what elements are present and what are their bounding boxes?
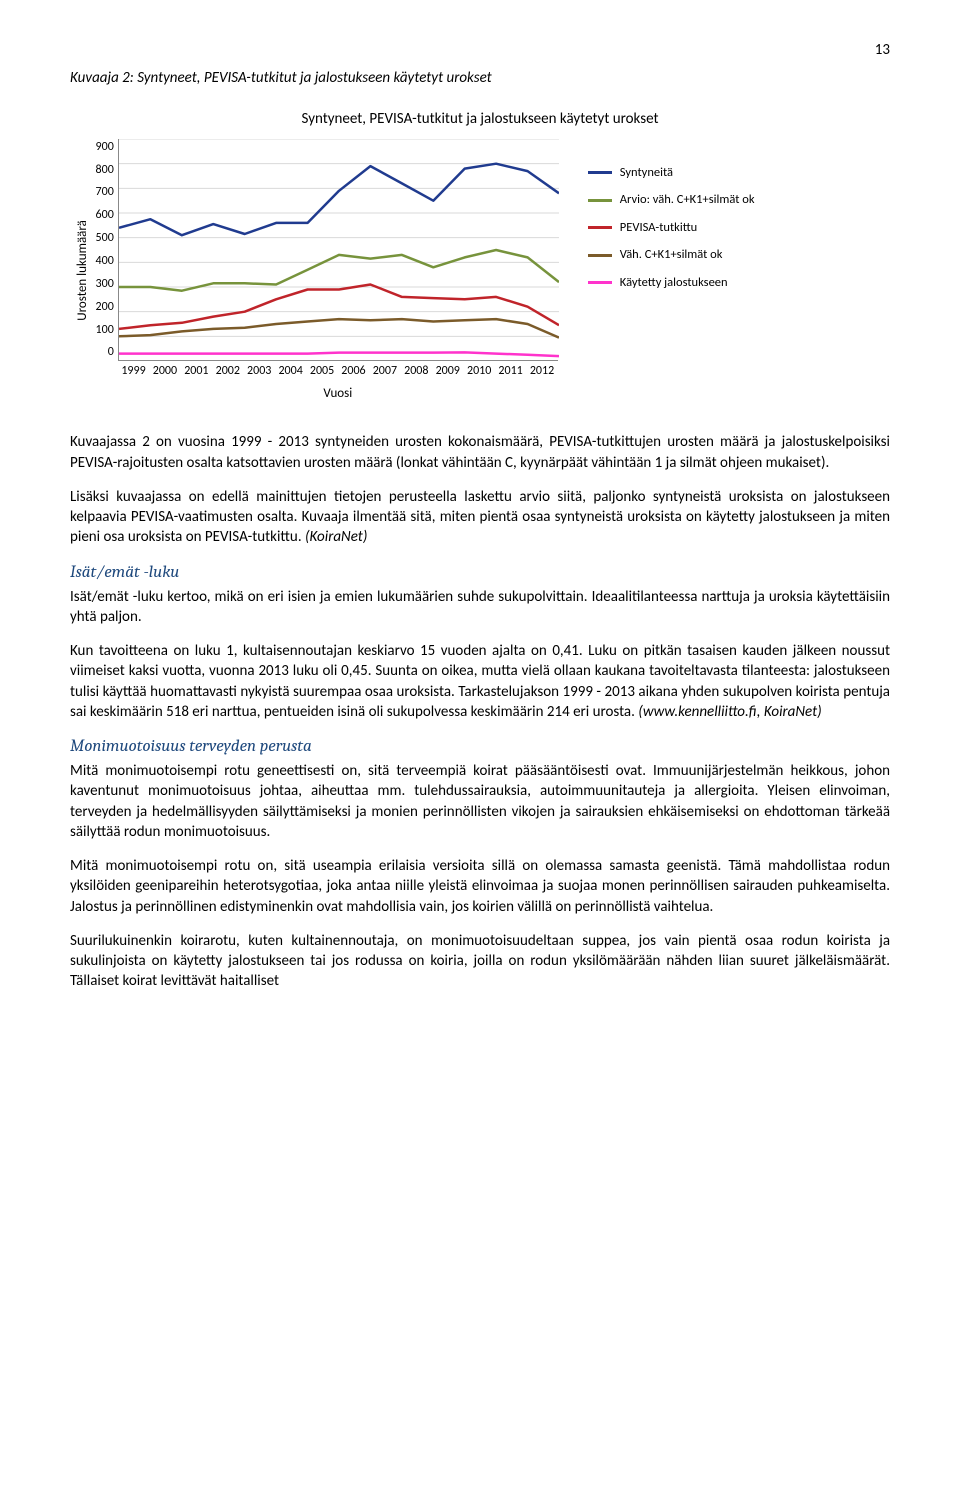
chart-title: Syntyneet, PEVISA-tutkitut ja jalostukse… xyxy=(70,109,890,129)
y-tick: 800 xyxy=(96,162,114,178)
plot-area xyxy=(118,139,558,361)
series-arvio xyxy=(119,250,559,291)
legend-swatch xyxy=(588,199,612,202)
legend-item-syntyneita: Syntyneitä xyxy=(588,159,755,187)
x-tick: 2003 xyxy=(243,363,274,379)
x-tick: 2010 xyxy=(463,363,494,379)
x-tick: 2006 xyxy=(338,363,369,379)
legend-label: Käytetty jalostukseen xyxy=(620,269,728,297)
y-axis-ticks: 900 800 700 600 500 400 300 200 100 0 xyxy=(96,139,118,379)
heading-monimuotoisuus: Monimuotoisuus terveyden perusta xyxy=(70,736,890,759)
legend-item-arvio: Arvio: väh. C+K1+silmät ok xyxy=(588,186,755,214)
page-number: 13 xyxy=(70,40,890,60)
legend: SyntyneitäArvio: väh. C+K1+silmät okPEVI… xyxy=(558,139,755,403)
paragraph-6: Mitä monimuotoisempi rotu on, sitä useam… xyxy=(70,856,890,917)
legend-swatch xyxy=(588,254,612,257)
x-tick: 2000 xyxy=(149,363,180,379)
legend-item-vah: Väh. C+K1+silmät ok xyxy=(588,241,755,269)
paragraph-5: Mitä monimuotoisempi rotu geneettisesti … xyxy=(70,761,890,842)
x-tick: 2011 xyxy=(495,363,526,379)
paragraph-1: Kuvaajassa 2 on vuosina 1999 - 2013 synt… xyxy=(70,432,890,473)
paragraph-3: Isät/emät -luku kertoo, mikä on eri isie… xyxy=(70,587,890,628)
x-axis-label: Vuosi xyxy=(118,385,558,403)
x-tick: 2009 xyxy=(432,363,463,379)
legend-item-pevisa: PEVISA-tutkittu xyxy=(588,214,755,242)
y-tick: 100 xyxy=(96,322,114,338)
y-tick: 600 xyxy=(96,207,114,223)
paragraph-4: Kun tavoitteena on luku 1, kultaisennout… xyxy=(70,641,890,722)
x-tick: 2002 xyxy=(212,363,243,379)
paragraph-2: Lisäksi kuvaajassa on edellä mainittujen… xyxy=(70,487,890,548)
series-kaytetty xyxy=(119,352,559,356)
y-tick: 200 xyxy=(96,299,114,315)
series-syntyneita xyxy=(119,163,559,235)
legend-label: PEVISA-tutkittu xyxy=(620,214,697,242)
x-tick: 2008 xyxy=(401,363,432,379)
x-tick: 2001 xyxy=(181,363,212,379)
chart-caption: Kuvaaja 2: Syntyneet, PEVISA-tutkitut ja… xyxy=(70,68,890,88)
heading-isat-emat: Isät/emät -luku xyxy=(70,562,890,585)
legend-label: Arvio: väh. C+K1+silmät ok xyxy=(620,186,755,214)
y-tick: 500 xyxy=(96,230,114,246)
y-tick: 900 xyxy=(96,139,114,155)
y-tick: 400 xyxy=(96,253,114,269)
x-tick: 2012 xyxy=(526,363,557,379)
x-tick: 2004 xyxy=(275,363,306,379)
x-axis-ticks: 1999200020012002200320042005200620072008… xyxy=(118,363,558,379)
x-tick: 1999 xyxy=(118,363,149,379)
legend-swatch xyxy=(588,226,612,229)
y-tick: 0 xyxy=(108,344,114,360)
y-axis-label: Urosten lukumäärä xyxy=(70,139,96,403)
y-tick: 300 xyxy=(96,276,114,292)
paragraph-7: Suurilukuinenkin koirarotu, kuten kultai… xyxy=(70,931,890,992)
legend-label: Väh. C+K1+silmät ok xyxy=(620,241,723,269)
legend-item-kaytetty: Käytetty jalostukseen xyxy=(588,269,755,297)
x-tick: 2005 xyxy=(306,363,337,379)
legend-swatch xyxy=(588,171,612,174)
legend-label: Syntyneitä xyxy=(620,159,673,187)
x-tick: 2007 xyxy=(369,363,400,379)
y-tick: 700 xyxy=(96,184,114,200)
chart-container: Syntyneet, PEVISA-tutkitut ja jalostukse… xyxy=(70,109,890,403)
legend-swatch xyxy=(588,281,612,284)
